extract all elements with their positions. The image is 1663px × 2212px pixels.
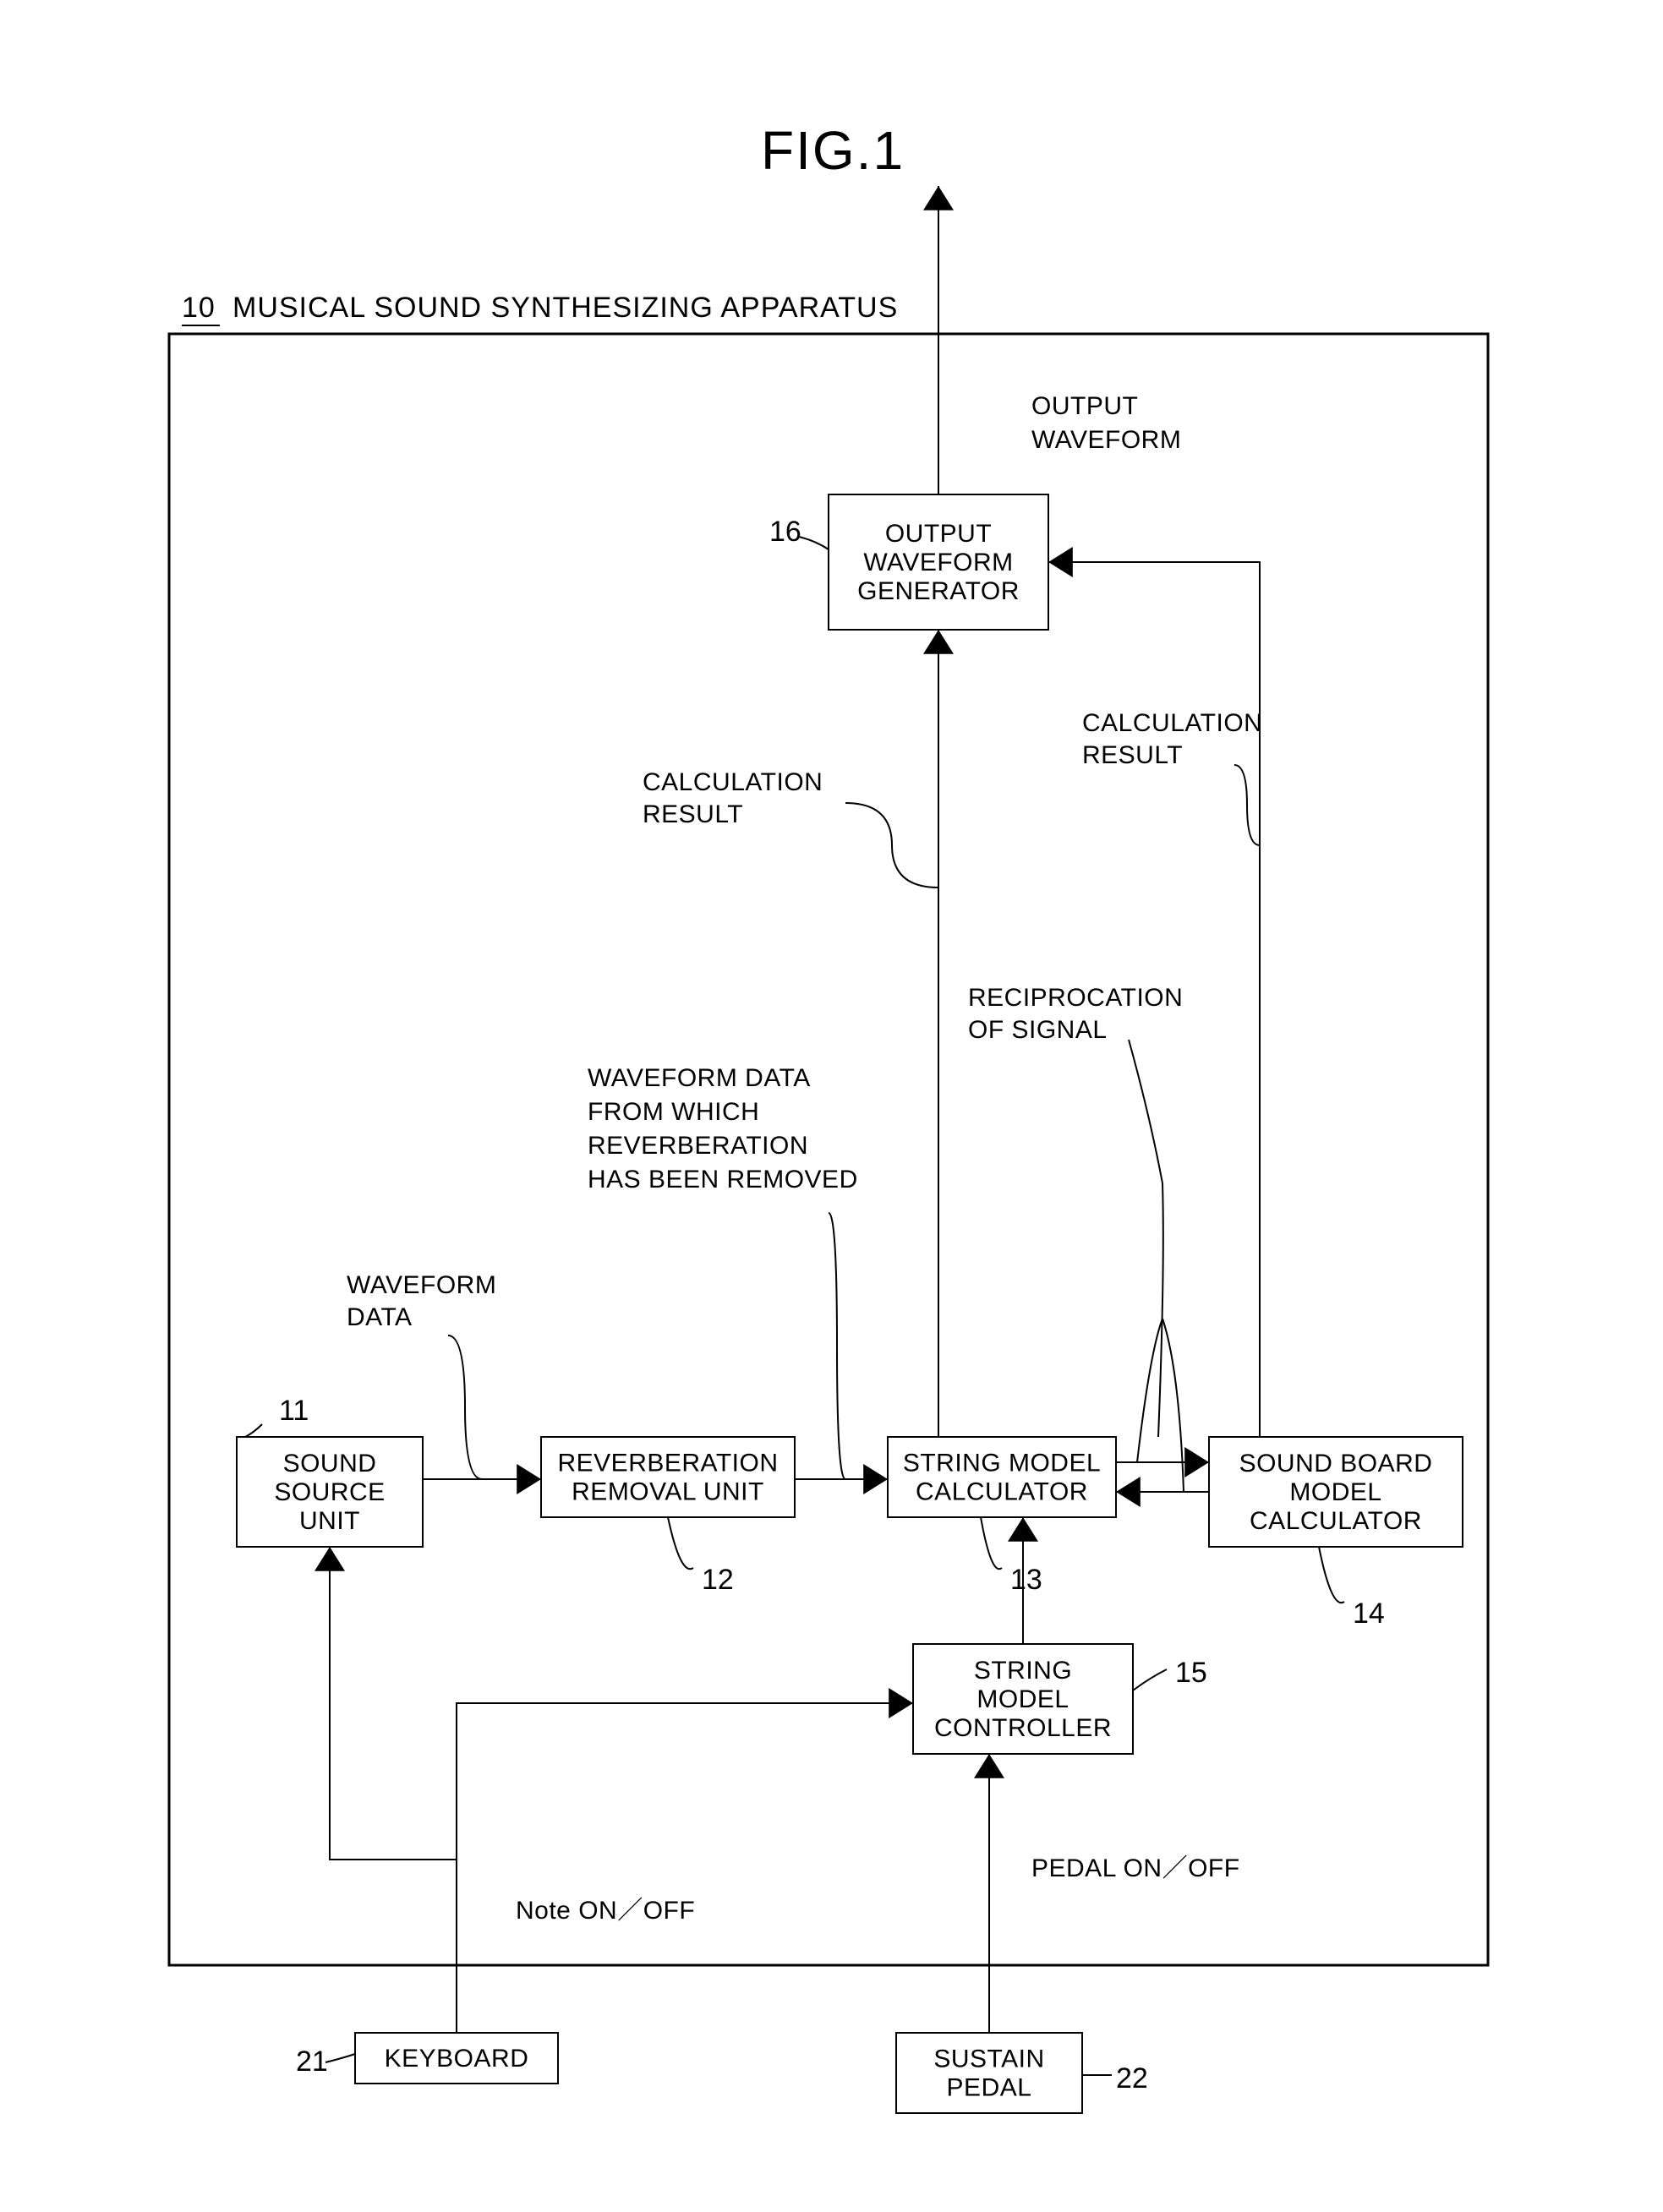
svg-text:11: 11 [279,1395,309,1427]
svg-text:PEDAL ON／OFF: PEDAL ON／OFF [1031,1854,1240,1882]
svg-text:DATA: DATA [347,1303,413,1331]
svg-text:STRING MODEL: STRING MODEL [903,1450,1101,1477]
svg-text:WAVEFORM: WAVEFORM [863,549,1013,576]
svg-text:REMOVAL UNIT: REMOVAL UNIT [572,1478,764,1506]
svg-text:SOUND BOARD: SOUND BOARD [1239,1450,1433,1477]
svg-text:RESULT: RESULT [643,800,743,828]
svg-text:OF SIGNAL: OF SIGNAL [968,1016,1108,1044]
svg-text:REVERBERATION: REVERBERATION [588,1132,808,1160]
svg-text:CONTROLLER: CONTROLLER [934,1714,1112,1742]
svg-text:CALCULATOR: CALCULATOR [1250,1507,1422,1535]
svg-text:SOUND: SOUND [283,1450,377,1477]
svg-text:REVERBERATION: REVERBERATION [558,1450,779,1477]
svg-text:CALCULATOR: CALCULATOR [916,1478,1088,1506]
svg-text:UNIT: UNIT [299,1507,360,1535]
svg-text:12: 12 [702,1564,734,1596]
svg-text:15: 15 [1175,1657,1207,1689]
svg-text:RESULT: RESULT [1082,741,1183,769]
svg-text:WAVEFORM: WAVEFORM [347,1271,496,1299]
svg-text:MODEL: MODEL [1289,1478,1381,1506]
svg-text:KEYBOARD: KEYBOARD [385,2045,529,2073]
svg-text:RECIPROCATION: RECIPROCATION [968,984,1183,1012]
svg-text:14: 14 [1353,1598,1385,1630]
svg-text:PEDAL: PEDAL [947,2074,1032,2102]
svg-text:21: 21 [296,2045,328,2078]
svg-text:22: 22 [1116,2062,1148,2095]
svg-text:10: 10 [182,292,216,324]
svg-text:SUSTAIN: SUSTAIN [933,2045,1044,2073]
svg-text:OUTPUT: OUTPUT [885,520,992,548]
svg-text:WAVEFORM: WAVEFORM [1031,426,1181,454]
svg-text:SOURCE: SOURCE [274,1478,385,1506]
svg-text:13: 13 [1010,1564,1042,1596]
svg-text:16: 16 [769,516,801,548]
svg-text:Note ON／OFF: Note ON／OFF [516,1897,695,1925]
svg-text:FIG.1: FIG.1 [761,120,905,181]
svg-text:CALCULATION: CALCULATION [643,768,823,796]
svg-text:CALCULATION: CALCULATION [1082,709,1262,737]
svg-text:STRING: STRING [974,1657,1072,1685]
svg-text:MUSICAL SOUND SYNTHESIZING APP: MUSICAL SOUND SYNTHESIZING APPARATUS [232,292,898,324]
svg-text:FROM WHICH: FROM WHICH [588,1098,759,1126]
svg-text:WAVEFORM DATA: WAVEFORM DATA [588,1064,811,1092]
svg-text:HAS BEEN REMOVED: HAS BEEN REMOVED [588,1166,858,1193]
svg-text:MODEL: MODEL [976,1685,1069,1713]
svg-text:OUTPUT: OUTPUT [1031,392,1138,420]
svg-text:GENERATOR: GENERATOR [857,577,1020,605]
